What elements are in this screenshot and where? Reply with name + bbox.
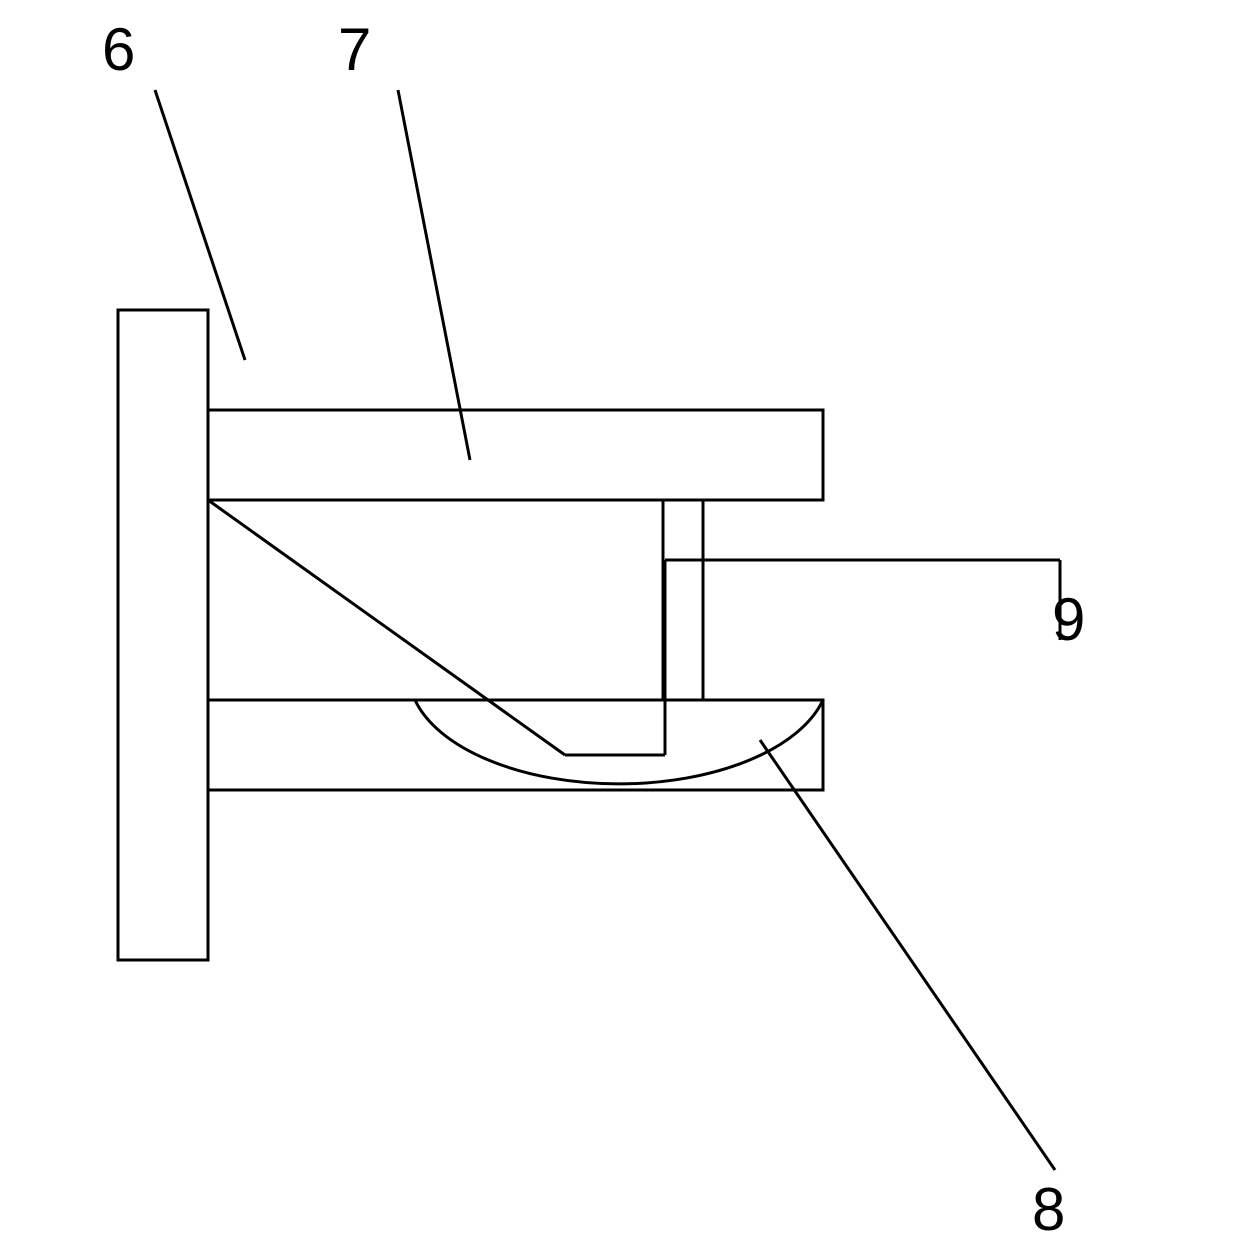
callout-9-label: 9 (1052, 586, 1085, 653)
callout-9-seg-0 (208, 500, 565, 755)
callout-6-label: 6 (102, 16, 135, 83)
part-6-vertical-bar (118, 310, 208, 960)
callout-8-label: 8 (1032, 1176, 1065, 1241)
part-7-top-bar (208, 410, 823, 500)
technical-diagram: 6 7 9 8 (0, 0, 1240, 1241)
part-8-bottom-bar (208, 700, 823, 790)
callout-7-label: 7 (338, 16, 371, 83)
callout-7-line (398, 90, 470, 460)
callout-6-line (155, 90, 245, 360)
callout-8-line (760, 740, 1055, 1170)
